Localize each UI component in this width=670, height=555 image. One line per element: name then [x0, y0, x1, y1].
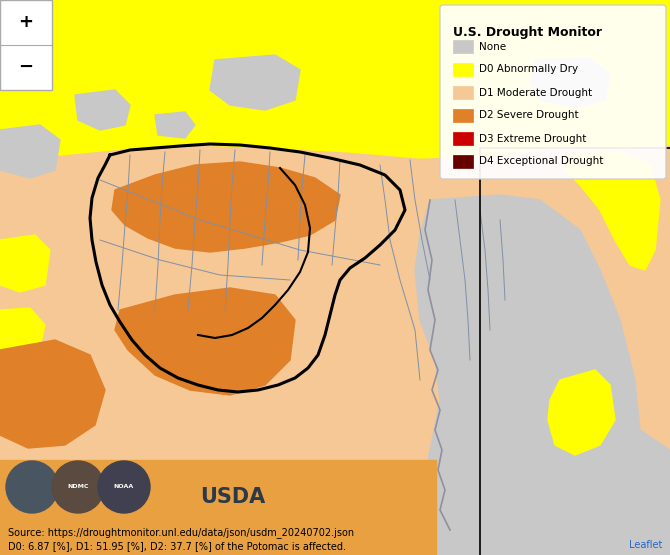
FancyBboxPatch shape [440, 5, 666, 179]
Text: Source: https://droughtmonitor.unl.edu/data/json/usdm_20240702.json: Source: https://droughtmonitor.unl.edu/d… [8, 527, 354, 538]
Text: D0 Abnormally Dry: D0 Abnormally Dry [479, 64, 578, 74]
Bar [453, 109, 473, 122]
Circle shape [6, 461, 58, 513]
Polygon shape [0, 125, 60, 178]
Text: USDA: USDA [200, 487, 265, 507]
Polygon shape [548, 370, 615, 455]
Polygon shape [115, 288, 295, 395]
Polygon shape [530, 58, 610, 108]
Polygon shape [415, 195, 670, 555]
Bar [453, 63, 473, 76]
Circle shape [98, 461, 150, 513]
Text: D0: 6.87 [%], D1: 51.95 [%], D2: 37.7 [%] of the Potomac is affected.: D0: 6.87 [%], D1: 51.95 [%], D2: 37.7 [%… [8, 541, 346, 551]
Polygon shape [0, 488, 100, 545]
Text: −: − [19, 58, 34, 76]
Polygon shape [0, 308, 45, 360]
Text: NOAA: NOAA [114, 485, 134, 490]
Bar [453, 86, 473, 99]
Text: D2 Severe Drought: D2 Severe Drought [479, 110, 579, 120]
Bar [453, 132, 473, 145]
Bar [0, 460, 436, 555]
Text: +: + [19, 13, 34, 31]
Polygon shape [112, 162, 340, 252]
Text: D1 Moderate Drought: D1 Moderate Drought [479, 88, 592, 98]
Polygon shape [0, 340, 105, 448]
Text: NDMC: NDMC [67, 485, 88, 490]
Polygon shape [0, 235, 50, 292]
Text: None: None [479, 42, 506, 52]
Text: D3 Extreme Drought: D3 Extreme Drought [479, 134, 586, 144]
Circle shape [52, 461, 104, 513]
Polygon shape [565, 152, 660, 270]
Polygon shape [0, 0, 670, 160]
Text: D4 Exceptional Drought: D4 Exceptional Drought [479, 157, 604, 166]
Bar [0, 0, 52, 90]
Polygon shape [75, 90, 130, 130]
Polygon shape [155, 112, 195, 138]
Text: Leaflet: Leaflet [628, 540, 662, 550]
Polygon shape [210, 55, 300, 110]
Bar [453, 40, 473, 53]
Text: U.S. Drought Monitor: U.S. Drought Monitor [453, 26, 602, 39]
Bar [453, 155, 473, 168]
